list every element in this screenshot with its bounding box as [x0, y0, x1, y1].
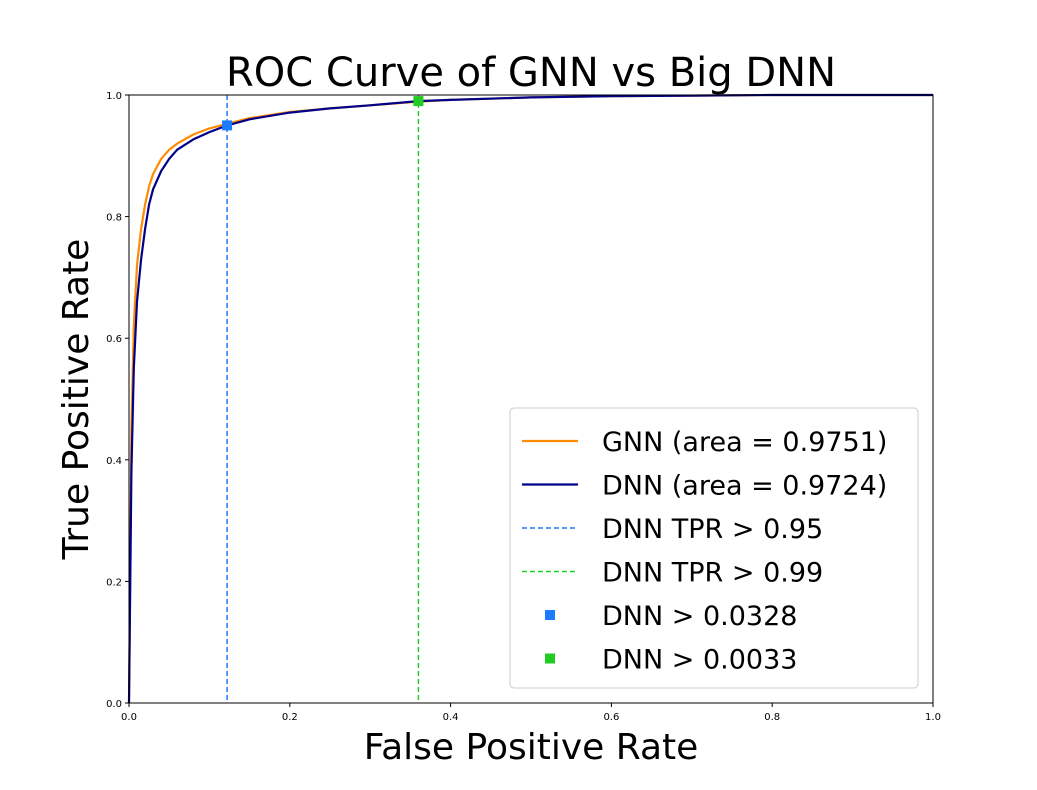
plot-area [127, 93, 933, 704]
y-tick-label: 0.6 [106, 334, 122, 345]
legend-label-0: GNN (area = 0.9751) [602, 427, 887, 458]
y-tick-label: 1.0 [106, 91, 122, 102]
axis-ticks: 0.0 0.2 0.4 0.6 0.8 1.0 0.0 0.2 0.4 0.6 0.8 1.0 [106, 91, 941, 723]
legend-label-1: DNN (area = 0.9724) [602, 471, 887, 502]
x-tick-label: 1.0 [925, 712, 941, 723]
legend-label-2: DNN TPR > 0.95 [602, 514, 823, 545]
legend-label-3: DNN TPR > 0.99 [602, 558, 823, 589]
x-tick-label: 0.4 [443, 712, 459, 723]
threshold-marker-4 [222, 120, 233, 131]
roc-curve-1 [127, 93, 933, 704]
legend-label-4: DNN > 0.0328 [602, 601, 797, 632]
x-tick-label: 0.8 [764, 712, 780, 723]
legend-swatch-4 [545, 610, 555, 620]
legend-box [509, 407, 919, 689]
x-tick-label: 0.0 [121, 712, 137, 723]
axes-frame [128, 94, 934, 704]
x-tick-label: 0.2 [282, 712, 298, 723]
chart-title: ROC Curve of GNN vs Big DNN [226, 50, 836, 96]
y-tick-label: 0.0 [106, 699, 122, 710]
y-tick-label: 0.4 [106, 456, 122, 467]
y-axis-label: True Positive Rate [56, 239, 97, 561]
x-axis-label: False Positive Rate [364, 727, 699, 768]
x-tick-label: 0.6 [603, 712, 619, 723]
legend: GNN (area = 0.9751) DNN (area = 0.9724) DN… [509, 407, 919, 689]
threshold-marker-5 [413, 96, 424, 107]
legend-label-5: DNN > 0.0033 [602, 645, 797, 676]
legend-swatch-5 [545, 653, 555, 664]
y-tick-label: 0.2 [106, 577, 122, 588]
y-tick-label: 0.8 [106, 213, 122, 224]
